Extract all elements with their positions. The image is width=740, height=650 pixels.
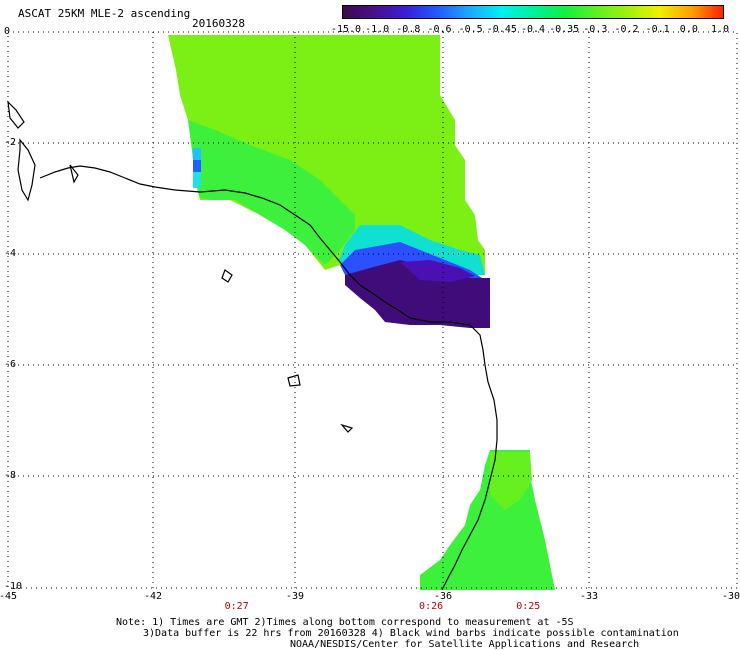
lon-label: -45 (0, 591, 18, 602)
swath-north (168, 35, 490, 328)
colorbar-label: -0.4 (520, 24, 546, 35)
colorbar-label: 1.0 (710, 24, 730, 35)
coastline (7, 100, 498, 591)
lon-label: -42 (143, 591, 163, 602)
lon-label: -30 (721, 591, 740, 602)
colorbar-label: -1.0 (365, 24, 390, 35)
lat-label: -6 (4, 359, 17, 370)
colorbar (342, 5, 724, 19)
lat-label: -10 (4, 581, 23, 592)
colorbar-label: -15.0 (330, 24, 362, 35)
coastline-main (39, 165, 498, 591)
swath-edge-blue-pixel (193, 160, 201, 172)
colorbar-label: -0.8 (396, 24, 421, 35)
footer-note-3: NOAA/NESDIS/Center for Satellite Applica… (290, 639, 640, 650)
time-label: 0:27 (224, 601, 249, 612)
lat-label: -2 (4, 137, 17, 148)
map-date: 20160328 (192, 17, 245, 30)
swath-south-lightgreen (490, 452, 532, 510)
coastline-island-3 (221, 269, 233, 283)
coastline-island-2 (7, 100, 25, 129)
lon-label: -36 (433, 591, 453, 602)
swath-south-green (420, 450, 555, 590)
time-label: 0:25 (516, 601, 541, 612)
colorbar-label: -0.3 (583, 24, 608, 35)
coastline-island-5 (340, 423, 354, 433)
lat-label: -4 (4, 248, 17, 259)
swath-edge-cyan-pixel-2 (193, 172, 201, 188)
colorbar-label: -0.1 (645, 24, 670, 35)
colorbar-label: -0.35 (549, 24, 580, 35)
coastline-island-6 (69, 164, 79, 184)
lat-label: -8 (4, 470, 17, 481)
colorbar-label: -0.6 (427, 24, 452, 35)
colorbar-label: -0.5 (458, 24, 483, 35)
lat-label: 0 (4, 26, 11, 37)
coastline-island-1 (17, 138, 36, 202)
swath-north-green (168, 35, 485, 275)
coastline-island-4 (287, 374, 301, 387)
lon-label: -39 (285, 591, 305, 602)
swath-north-violet (400, 260, 475, 282)
swath-south (420, 450, 555, 590)
map-title: ASCAT 25KM MLE-2 ascending (18, 7, 191, 20)
footer-note-1: Note: 1) Times are GMT 2)Times along bot… (116, 617, 574, 628)
colorbar-label: -0.2 (614, 24, 639, 35)
time-label: 0:26 (419, 601, 444, 612)
swath-edge-cyan-pixel (193, 148, 201, 160)
lon-label: -33 (579, 591, 599, 602)
colorbar-label: 0.0 (679, 24, 698, 35)
footer-note-2: 3)Data buffer is 22 hrs from 20160328 4)… (143, 628, 679, 639)
colorbar-label: -0.45 (486, 24, 517, 35)
